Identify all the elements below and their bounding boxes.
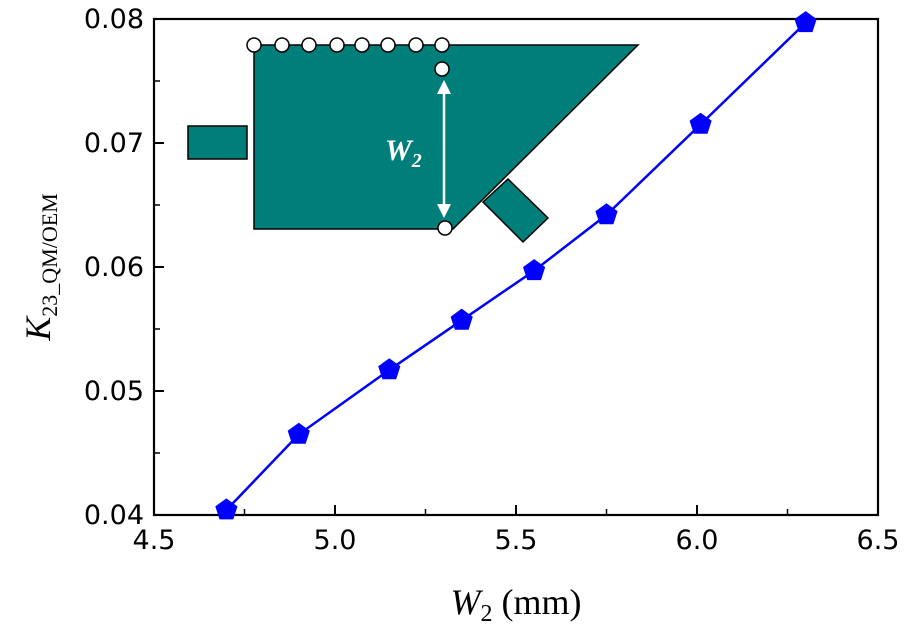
data-point-marker xyxy=(689,112,712,134)
x-tick-label: 6.5 xyxy=(857,525,900,556)
via-circle xyxy=(329,37,345,53)
y-tick-label: 0.05 xyxy=(84,376,144,407)
data-point-marker xyxy=(287,422,310,444)
data-point-marker xyxy=(595,203,618,225)
x-axis-title: W2 (mm) xyxy=(451,582,582,627)
x-tick-label: 5.0 xyxy=(314,525,357,556)
inset-right-stub xyxy=(481,177,550,244)
ticks xyxy=(153,18,879,516)
y-tick-label: 0.06 xyxy=(84,252,144,283)
x-tick-label: 4.5 xyxy=(133,525,176,556)
data-point-marker xyxy=(794,11,817,33)
w2-dimension-arrow xyxy=(437,80,451,218)
tick-labels: 4.5 5.0 5.5 6.0 6.5 0.04 0.05 0.06 0.07 0.08 xyxy=(84,4,900,556)
inset-main-patch xyxy=(253,44,640,230)
y-tick-label: 0.08 xyxy=(84,4,144,35)
data-point-marker xyxy=(378,358,401,380)
data-point-marker xyxy=(523,259,546,281)
via-circle xyxy=(434,61,450,77)
via-circle xyxy=(380,37,396,53)
data-point-marker xyxy=(450,308,473,330)
via-circle xyxy=(301,37,317,53)
via-circle xyxy=(246,37,262,53)
y-tick-label: 0.07 xyxy=(84,128,144,159)
via-circle xyxy=(408,37,424,53)
data-series xyxy=(215,11,817,520)
via-circle xyxy=(437,220,453,236)
y-tick-label: 0.04 xyxy=(84,500,144,531)
via-circle xyxy=(434,37,450,53)
x-tick-label: 6.0 xyxy=(676,525,719,556)
inset-left-stub xyxy=(187,125,248,160)
x-tick-label: 5.5 xyxy=(495,525,538,556)
data-point-marker xyxy=(215,498,238,520)
inset-diagram: W2 xyxy=(187,37,640,244)
via-circle xyxy=(274,37,290,53)
y-axis-title: K23_QM/OEM xyxy=(18,193,62,341)
series-line xyxy=(225,21,807,511)
via-circle xyxy=(354,37,370,53)
inset-vias xyxy=(246,37,453,236)
inset-w2-label: W2 xyxy=(385,134,422,172)
